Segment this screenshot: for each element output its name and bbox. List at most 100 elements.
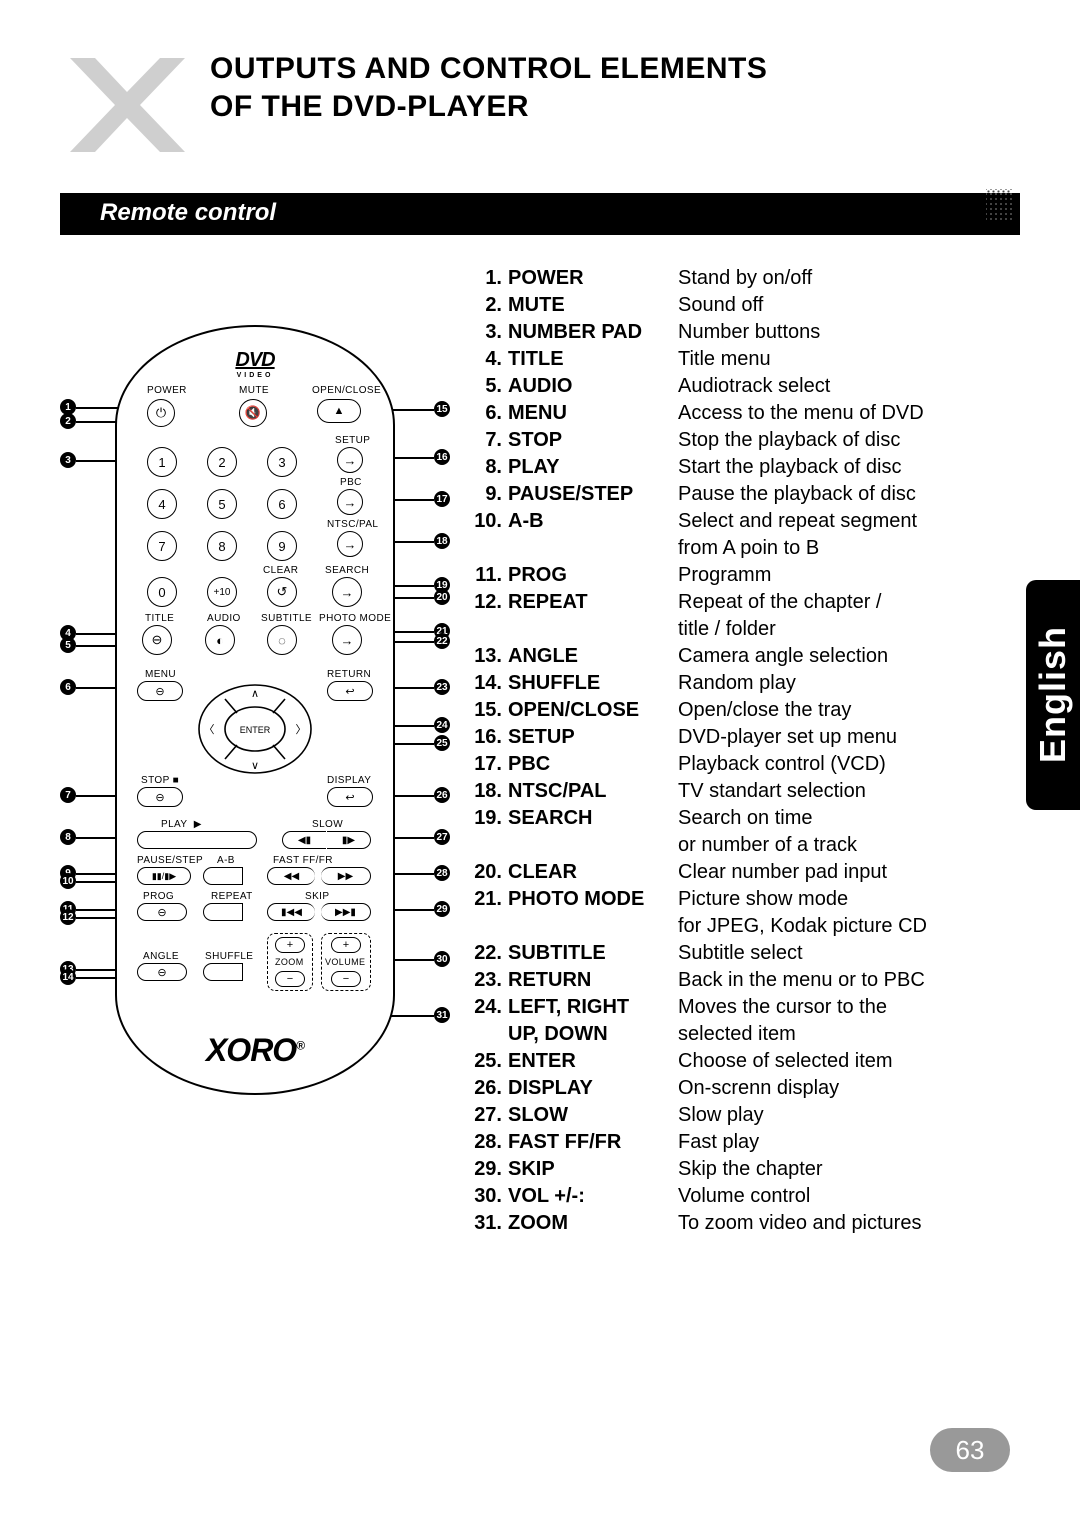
legend-row: 6. MENU Access to the menu of DVD (470, 400, 1020, 427)
callout-num: 26 (434, 787, 450, 803)
legend-term: POWER (508, 265, 678, 292)
btn-zoom-minus: − (275, 971, 305, 987)
btn-zoom-plus: + (275, 937, 305, 953)
legend-row-cont: or number of a track (470, 832, 1020, 859)
legend-row: 9. PAUSE/STEP Pause the playback of disc (470, 481, 1020, 508)
label-prog: PROG (143, 891, 174, 902)
legend-row-cont: for JPEG, Kodak picture CD (470, 913, 1020, 940)
btn-power: ⏻ (147, 399, 175, 427)
legend-num: 27. (470, 1102, 508, 1129)
legend-num: 13. (470, 643, 508, 670)
legend-desc: On-screnn display (678, 1075, 1020, 1102)
btn-angle: ⊖ (137, 963, 187, 981)
legend-num: 9. (470, 481, 508, 508)
legend-num: 7. (470, 427, 508, 454)
btn-num-8: 8 (207, 531, 237, 561)
btn-repeat (203, 903, 243, 921)
btn-return: ↩ (327, 681, 373, 701)
btn-subtitle: ◌ (267, 625, 297, 655)
legend-desc: Start the playback of disc (678, 454, 1020, 481)
btn-num-7: 7 (147, 531, 177, 561)
btn-num-2: 2 (207, 447, 237, 477)
btn-play (137, 831, 257, 849)
label-shuffle: SHUFFLE (205, 951, 253, 962)
legend-row: 5. AUDIO Audiotrack select (470, 373, 1020, 400)
legend-term: CLEAR (508, 859, 678, 886)
callout-num: 6 (60, 679, 76, 695)
btn-skip-next: ▶▶▮ (321, 903, 371, 921)
legend-desc: Access to the menu of DVD (678, 400, 1020, 427)
legend-desc: Repeat of the chapter / (678, 589, 1020, 616)
legend-term: RETURN (508, 967, 678, 994)
legend-num: 26. (470, 1075, 508, 1102)
legend-row: 11. PROG Programm (470, 562, 1020, 589)
legend-term: MENU (508, 400, 678, 427)
legend-num: 18. (470, 778, 508, 805)
page-number-badge: 63 (930, 1428, 1010, 1472)
legend-row: 15. OPEN/CLOSE Open/close the tray (470, 697, 1020, 724)
legend-row: 22. SUBTITLE Subtitle select (470, 940, 1020, 967)
legend-desc: Select and repeat segment (678, 508, 1020, 535)
legend-num: 12. (470, 589, 508, 616)
legend-num: 31. (470, 1210, 508, 1237)
legend-num: 30. (470, 1183, 508, 1210)
legend-desc: Moves the cursor to the (678, 994, 1020, 1021)
legend-row-cont: title / folder (470, 616, 1020, 643)
legend-num: 11. (470, 562, 508, 589)
title-line-2: OF THE DVD-PLAYER (210, 90, 529, 123)
label-ab: A-B (217, 855, 235, 866)
label-volume: VOLUME (325, 957, 365, 967)
btn-clear: ↺ (267, 577, 297, 607)
legend-row: 18. NTSC/PAL TV standart selection (470, 778, 1020, 805)
legend-num: 17. (470, 751, 508, 778)
callout-num: 28 (434, 865, 450, 881)
label-play: PLAY ▶ (161, 819, 202, 830)
label-slow: SLOW (312, 819, 343, 830)
legend-term: UP, DOWN (508, 1021, 678, 1048)
callout-num: 22 (434, 633, 450, 649)
callout-num: 10 (60, 873, 76, 889)
btn-search: → (332, 577, 362, 607)
legend-num: 10. (470, 508, 508, 535)
legend-term: SUBTITLE (508, 940, 678, 967)
legend-num: 4. (470, 346, 508, 373)
legend-desc: Clear number pad input (678, 859, 1020, 886)
svg-text:∧: ∧ (251, 688, 259, 700)
legend-desc: Subtitle select (678, 940, 1020, 967)
legend-desc: Audiotrack select (678, 373, 1020, 400)
legend-row: 16. SETUP DVD-player set up menu (470, 724, 1020, 751)
label-setup: SETUP (335, 435, 370, 446)
label-mute: MUTE (239, 385, 269, 396)
language-label: English (1032, 626, 1074, 763)
label-power: POWER (147, 385, 187, 396)
label-menu: MENU (145, 669, 176, 680)
legend-row: 20. CLEAR Clear number pad input (470, 859, 1020, 886)
legend-desc: Number buttons (678, 319, 1020, 346)
legend-row: 14. SHUFFLE Random play (470, 670, 1020, 697)
legend-desc: title / folder (678, 616, 1020, 643)
label-title: TITLE (145, 613, 174, 624)
legend-num: 16. (470, 724, 508, 751)
btn-mute: 🔇 (239, 399, 267, 427)
legend-row: 23. RETURN Back in the menu or to PBC (470, 967, 1020, 994)
btn-num-5: 5 (207, 489, 237, 519)
legend-row: 27. SLOW Slow play (470, 1102, 1020, 1129)
legend-num: 28. (470, 1129, 508, 1156)
legend-desc: DVD-player set up menu (678, 724, 1020, 751)
legend-row: 30. VOL +/-: Volume control (470, 1183, 1020, 1210)
btn-num-6: 6 (267, 489, 297, 519)
legend-row: 12. REPEAT Repeat of the chapter / (470, 589, 1020, 616)
legend-row: 17. PBC Playback control (VCD) (470, 751, 1020, 778)
legend-num: 24. (470, 994, 508, 1021)
callout-num: 16 (434, 449, 450, 465)
callout-num: 29 (434, 901, 450, 917)
callout-num: 17 (434, 491, 450, 507)
label-openclose: OPEN/CLOSE (312, 385, 381, 396)
btn-slow-right: ▮▶ (327, 831, 371, 849)
legend-desc: Fast play (678, 1129, 1020, 1156)
btn-num-0: 0 (147, 577, 177, 607)
legend-desc: Programm (678, 562, 1020, 589)
label-pbc: PBC (340, 477, 362, 488)
btn-title: ⊖ (142, 625, 172, 655)
legend-term: ENTER (508, 1048, 678, 1075)
